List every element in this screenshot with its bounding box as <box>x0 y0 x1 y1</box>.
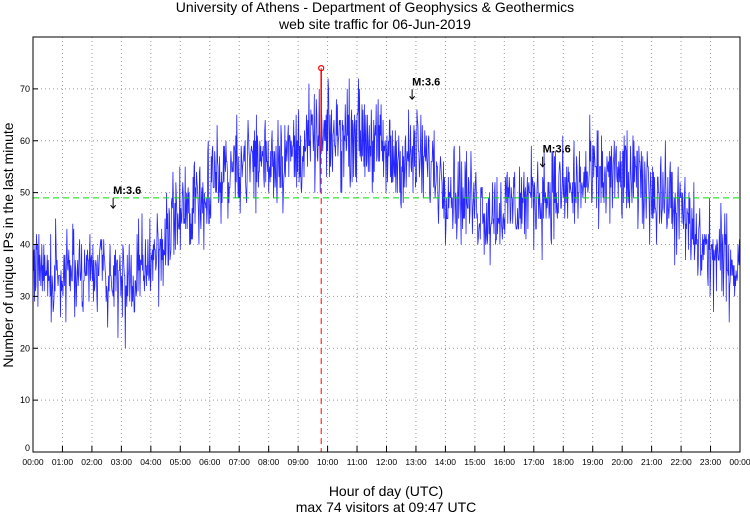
x-tick-label: 18:00 <box>553 457 575 467</box>
x-tick-label: 08:00 <box>258 457 280 467</box>
chart-subtitle: web site traffic for 06-Jun-2019 <box>278 16 471 32</box>
earthquake-annotation-label: M:3.6 <box>412 76 440 88</box>
annotation-arrow-head <box>110 204 117 209</box>
y-tick-label: 30 <box>20 291 30 301</box>
x-tick-label: 00:00 <box>22 457 44 467</box>
series-line <box>33 78 740 349</box>
x-tick-label: 03:00 <box>111 457 133 467</box>
overlays: M:3.6 M:3.6 M:3.6 <box>33 65 740 452</box>
annotation-arrow-head <box>539 163 546 168</box>
y-axis-label: Number of unique IPs in the last minute <box>0 122 16 367</box>
y-tick-label: 10 <box>20 395 30 405</box>
x-tick-label: 16:00 <box>494 457 516 467</box>
x-tick-label: 07:00 <box>229 457 251 467</box>
x-tick-label: 05:00 <box>170 457 192 467</box>
x-tick-label: 14:00 <box>435 457 457 467</box>
x-tick-label: 20:00 <box>612 457 634 467</box>
earthquake-annotation-label: M:3.6 <box>113 185 141 197</box>
x-tick-label: 15:00 <box>464 457 486 467</box>
chart-title: University of Athens - Department of Geo… <box>176 0 574 15</box>
x-tick-label: 17:00 <box>523 457 545 467</box>
axis-ticks: 0 10 20 30 40 50 60 70 00:00 01:00 02:00 03:00 04:00… <box>20 84 750 467</box>
x-tick-label: 21:00 <box>641 457 663 467</box>
annotation-arrow-head <box>409 95 416 101</box>
x-tick-label: 06:00 <box>199 457 221 467</box>
earthquake-annotation-label: M:3.6 <box>543 144 571 156</box>
max-point-marker <box>318 65 325 72</box>
x-tick-label: 10:00 <box>317 457 339 467</box>
series-group <box>33 78 740 349</box>
x-tick-label: 11:00 <box>347 457 368 467</box>
max-visitors-caption: max 74 visitors at 09:47 UTC <box>296 499 477 515</box>
y-tick-label: 50 <box>20 188 30 198</box>
y-tick-label: 40 <box>20 240 30 250</box>
x-tick-label: 13:00 <box>405 457 427 467</box>
y-tick-label: 0 <box>25 443 30 453</box>
y-tick-label: 70 <box>20 84 30 94</box>
x-tick-label: 02:00 <box>81 457 103 467</box>
y-tick-label: 20 <box>20 343 30 353</box>
x-tick-label: 23:00 <box>700 457 722 467</box>
x-axis-label: Hour of day (UTC) <box>329 483 443 499</box>
y-tick-label: 60 <box>20 136 30 146</box>
x-tick-label: 19:00 <box>582 457 604 467</box>
x-tick-label: 04:00 <box>140 457 162 467</box>
x-tick-label: 09:00 <box>287 457 309 467</box>
x-tick-label: 00:00 <box>729 457 750 467</box>
x-tick-label: 22:00 <box>670 457 692 467</box>
x-tick-label: 12:00 <box>376 457 398 467</box>
x-tick-label: 01:00 <box>52 457 74 467</box>
